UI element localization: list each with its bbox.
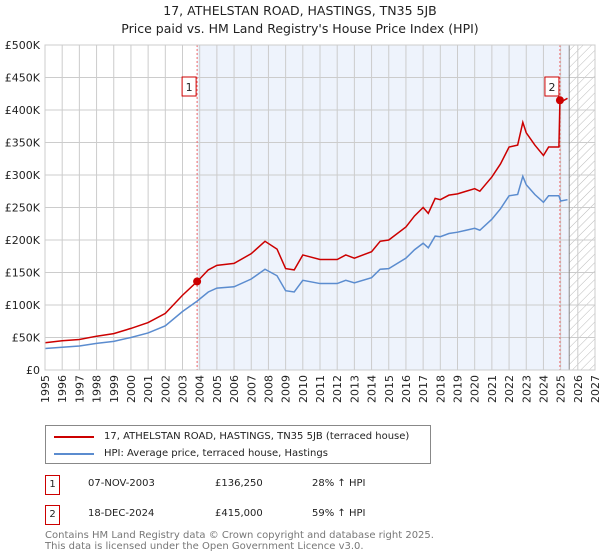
x-tick-label: 2009: [280, 375, 293, 403]
x-tick-label: 2023: [520, 375, 533, 403]
x-tick-label: 2020: [469, 375, 482, 403]
sale-date: 18-DEC-2024: [88, 508, 155, 519]
y-tick-label: £400K: [5, 104, 41, 117]
legend-item-property: 17, ATHELSTAN ROAD, HASTINGS, TN35 5JB (…: [54, 431, 409, 442]
x-tick-label: 2016: [400, 375, 413, 403]
x-tick-label: 1999: [108, 375, 121, 403]
sale-marker: 1: [45, 475, 60, 495]
sale-marker-box: [544, 76, 560, 97]
footer-licence: This data is licensed under the Open Gov…: [45, 541, 364, 552]
x-tick-label: 2015: [383, 375, 396, 403]
chart-title: 17, ATHELSTAN ROAD, HASTINGS, TN35 5JB: [163, 3, 437, 18]
x-tick-label: 2000: [125, 375, 138, 403]
y-tick-label: £450K: [5, 72, 41, 85]
x-tick-label: 2013: [348, 375, 361, 403]
sale-point: [193, 277, 202, 286]
legend-swatch-red: [54, 435, 94, 438]
x-tick-label: 2006: [228, 375, 241, 403]
x-tick-label: 2007: [245, 375, 258, 403]
y-tick-label: £500K: [5, 39, 41, 52]
x-tick-label: 1998: [91, 375, 104, 403]
y-tick-label: £250K: [5, 202, 41, 215]
x-tick-label: 1996: [56, 375, 69, 403]
x-tick-label: 2025: [555, 375, 568, 403]
sale-price: £415,000: [215, 508, 263, 519]
x-tick-label: 2027: [589, 375, 600, 403]
x-tick-label: 2024: [537, 375, 550, 403]
x-tick-label: 2021: [486, 375, 499, 403]
legend: 17, ATHELSTAN ROAD, HASTINGS, TN35 5JB (…: [45, 425, 431, 464]
property-price-line: [44, 97, 568, 344]
sale-marker-label: 2: [548, 81, 555, 94]
sale-date: 07-NOV-2003: [88, 478, 155, 489]
x-tick-label: 2001: [142, 375, 155, 403]
chart-subtitle: Price paid vs. HM Land Registry's House …: [121, 21, 479, 36]
legend-label: 17, ATHELSTAN ROAD, HASTINGS, TN35 5JB (…: [104, 431, 410, 442]
hpi-line: [44, 173, 568, 350]
x-tick-label: 2005: [211, 375, 224, 403]
x-tick-label: 2008: [262, 375, 275, 403]
x-tick-label: 1995: [39, 375, 52, 403]
legend-swatch-blue: [54, 452, 94, 455]
x-tick-label: 2002: [159, 375, 172, 403]
sale-marker-label: 1: [186, 81, 193, 94]
y-tick-label: £300K: [5, 169, 41, 182]
x-tick-label: 2014: [366, 375, 379, 403]
x-tick-label: 1997: [73, 375, 86, 403]
x-tick-label: 2010: [297, 375, 310, 403]
y-tick-label: £0: [26, 364, 40, 377]
x-tick-label: 2017: [417, 375, 430, 403]
x-tick-label: 2004: [194, 375, 207, 403]
sale-hpi: 28% ↑ HPI: [312, 478, 366, 489]
y-tick-label: £350K: [5, 137, 41, 150]
sale-marker-box: [181, 76, 197, 97]
y-tick-label: £100K: [5, 299, 41, 312]
x-tick-label: 2011: [314, 375, 327, 403]
sale-marker: 2: [45, 505, 60, 525]
x-tick-label: 2026: [572, 375, 585, 403]
sale-price: £136,250: [215, 478, 263, 489]
y-tick-label: £200K: [5, 234, 41, 247]
footer-copyright: Contains HM Land Registry data © Crown c…: [45, 530, 434, 541]
x-tick-label: 2003: [177, 375, 190, 403]
y-tick-label: £50K: [12, 332, 41, 345]
legend-label: HPI: Average price, terraced house, Hast…: [104, 448, 328, 459]
sale-hpi: 59% ↑ HPI: [312, 508, 366, 519]
legend-item-hpi: HPI: Average price, terraced house, Hast…: [54, 448, 328, 459]
chart-plot: 1995 1996 1997 1998 1999 2000 2001 2002 2003 2004…: [5, 39, 600, 403]
x-tick-label: 2019: [452, 375, 465, 403]
sale-point: [555, 96, 564, 105]
x-tick-label: 2022: [503, 375, 516, 403]
x-tick-label: 2018: [434, 375, 447, 403]
y-tick-label: £150K: [5, 267, 41, 280]
x-tick-label: 2012: [331, 375, 344, 403]
plot-frame: [44, 44, 596, 371]
